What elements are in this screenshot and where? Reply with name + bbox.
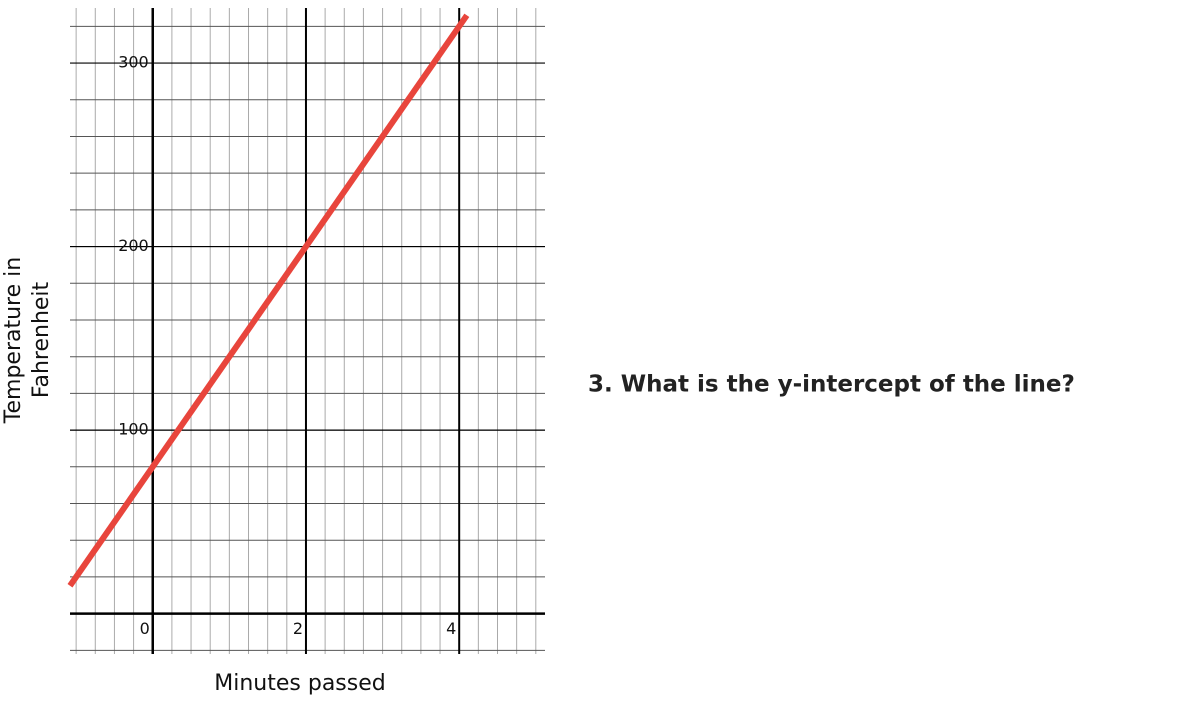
y-axis-label: Temperature in [1,257,26,424]
x-tick-label: 2 [293,619,303,638]
y-axis-label: Fahrenheit [29,281,54,398]
question: 3. What is the y-intercept of the line? [588,372,1075,398]
y-tick-label: 200 [118,236,149,255]
x-tick-label: 4 [446,619,456,638]
x-tick-label: 0 [140,619,150,638]
x-axis-label: Minutes passed [214,671,385,696]
data-line [67,13,470,588]
y-tick-label: 100 [118,420,149,439]
y-tick-label: 300 [118,53,149,72]
